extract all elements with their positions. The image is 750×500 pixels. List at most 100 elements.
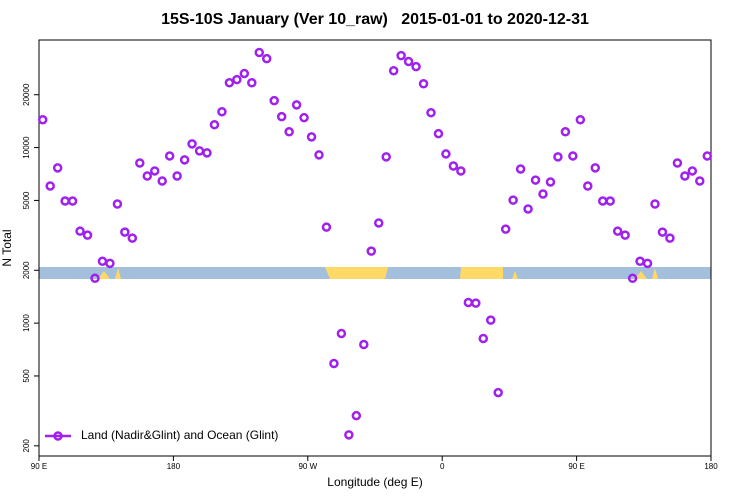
data-point <box>695 176 705 186</box>
data-point <box>702 151 713 161</box>
data-point <box>299 112 309 123</box>
data-point <box>254 47 265 58</box>
surface-band <box>39 267 711 279</box>
y-tick-label: 200 <box>22 439 31 453</box>
data-point <box>568 151 578 161</box>
data-point <box>508 195 518 205</box>
data-point <box>381 152 391 162</box>
data-point <box>471 298 481 308</box>
data-point <box>97 256 108 267</box>
data-point <box>560 127 571 137</box>
data-point <box>127 233 138 243</box>
data-point <box>291 100 302 110</box>
data-point <box>359 339 369 350</box>
data-point <box>642 258 653 269</box>
data-point <box>112 199 123 209</box>
x-axis-label: Longitude (deg E) <box>327 475 422 489</box>
data-point <box>194 146 205 156</box>
data-point <box>172 171 182 181</box>
data-point <box>665 233 675 243</box>
data-point <box>687 166 698 176</box>
data-point <box>373 218 384 228</box>
data-point <box>90 273 100 284</box>
data-point <box>515 164 526 174</box>
data-point <box>650 199 660 209</box>
data-point <box>366 246 377 256</box>
x-tick-label: 180 <box>704 462 718 471</box>
data-point <box>239 68 250 79</box>
chart-title: 15S-10S January (Ver 10_raw) 2015-01-01 … <box>161 11 589 28</box>
data-point <box>67 196 78 206</box>
data-point <box>269 95 279 106</box>
data-point <box>478 333 489 344</box>
data-point <box>306 132 317 142</box>
data-point <box>553 152 563 162</box>
data-point <box>37 115 48 125</box>
y-axis-label: N Total <box>0 229 14 266</box>
data-point <box>209 119 220 130</box>
data-point <box>336 328 347 339</box>
data-point <box>523 204 533 214</box>
data-point <box>60 196 70 206</box>
data-point <box>75 226 85 236</box>
data-point <box>351 410 362 421</box>
data-point <box>411 61 421 72</box>
land-band <box>652 268 658 279</box>
y-tick-label: 5000 <box>22 191 31 209</box>
x-tick-label: 180 <box>167 462 181 471</box>
data-point <box>418 78 429 89</box>
data-point <box>276 111 287 122</box>
data-point <box>217 106 227 117</box>
land-band <box>98 271 110 279</box>
data-point <box>284 127 294 137</box>
data-point <box>538 189 548 199</box>
data-point <box>105 258 115 269</box>
x-tick-label: 90 E <box>31 462 47 471</box>
data-point <box>575 115 586 125</box>
data-point <box>164 151 175 161</box>
data-point <box>441 149 451 159</box>
y-tick-label: 500 <box>22 369 31 383</box>
data-point <box>485 315 496 325</box>
data-point <box>597 196 608 206</box>
data-point <box>463 297 474 308</box>
data-point <box>179 155 190 165</box>
x-tick-label: 90 W <box>298 462 317 471</box>
data-point <box>314 150 324 160</box>
data-point <box>52 163 63 173</box>
x-tick-label: 90 E <box>568 462 584 471</box>
data-point <box>605 196 615 206</box>
land-band <box>460 267 503 279</box>
data-point <box>388 65 399 76</box>
y-tick-label: 20000 <box>22 83 31 106</box>
data-point <box>321 222 332 232</box>
data-point <box>45 181 55 191</box>
data-point <box>680 171 690 181</box>
y-tick-label: 2000 <box>22 261 31 279</box>
data-point <box>590 163 601 173</box>
data-point <box>620 230 630 240</box>
data-point <box>448 161 459 171</box>
data-point <box>433 128 444 139</box>
data-point <box>612 226 623 236</box>
data-point <box>82 230 93 240</box>
data-point <box>247 78 257 88</box>
data-point <box>261 53 272 64</box>
data-point <box>545 177 556 187</box>
data-point <box>583 181 593 191</box>
data-point <box>149 166 160 176</box>
land-band <box>512 271 518 279</box>
data-point <box>187 139 197 149</box>
data-point <box>232 74 242 85</box>
data-point <box>344 430 354 440</box>
data-point <box>403 56 414 67</box>
data-point <box>224 78 235 88</box>
legend-marker <box>53 431 63 441</box>
x-tick-label: 0 <box>440 462 445 471</box>
y-tick-label: 1000 <box>22 314 31 332</box>
plot-frame <box>38 39 712 457</box>
data-point <box>456 166 466 176</box>
data-point <box>500 224 511 234</box>
data-point <box>426 107 436 118</box>
